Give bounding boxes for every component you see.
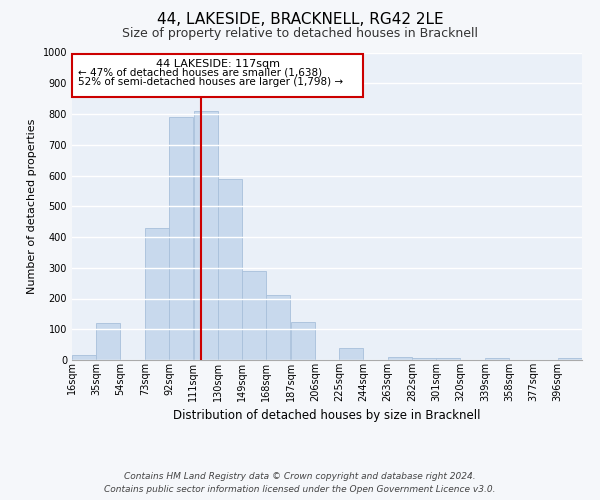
Bar [558,358,582,360]
Bar [72,54,364,97]
Text: 44 LAKESIDE: 117sqm: 44 LAKESIDE: 117sqm [156,58,280,68]
Text: ← 47% of detached houses are smaller (1,638): ← 47% of detached houses are smaller (1,… [79,68,323,78]
Text: Size of property relative to detached houses in Bracknell: Size of property relative to detached ho… [122,28,478,40]
Bar [436,358,460,360]
Bar [218,178,242,360]
Bar [388,357,412,360]
Bar [72,356,96,360]
Y-axis label: Number of detached properties: Number of detached properties [27,118,37,294]
Bar [412,358,436,360]
Text: 52% of semi-detached houses are larger (1,798) →: 52% of semi-detached houses are larger (… [79,77,344,87]
Bar [97,323,121,360]
Bar [291,322,314,360]
X-axis label: Distribution of detached houses by size in Bracknell: Distribution of detached houses by size … [173,409,481,422]
Bar [266,296,290,360]
Bar [145,228,169,360]
Text: 44, LAKESIDE, BRACKNELL, RG42 2LE: 44, LAKESIDE, BRACKNELL, RG42 2LE [157,12,443,28]
Bar [242,271,266,360]
Bar [169,117,193,360]
Bar [485,358,509,360]
Text: Contains HM Land Registry data © Crown copyright and database right 2024.
Contai: Contains HM Land Registry data © Crown c… [104,472,496,494]
Bar [340,348,363,360]
Bar [194,111,218,360]
